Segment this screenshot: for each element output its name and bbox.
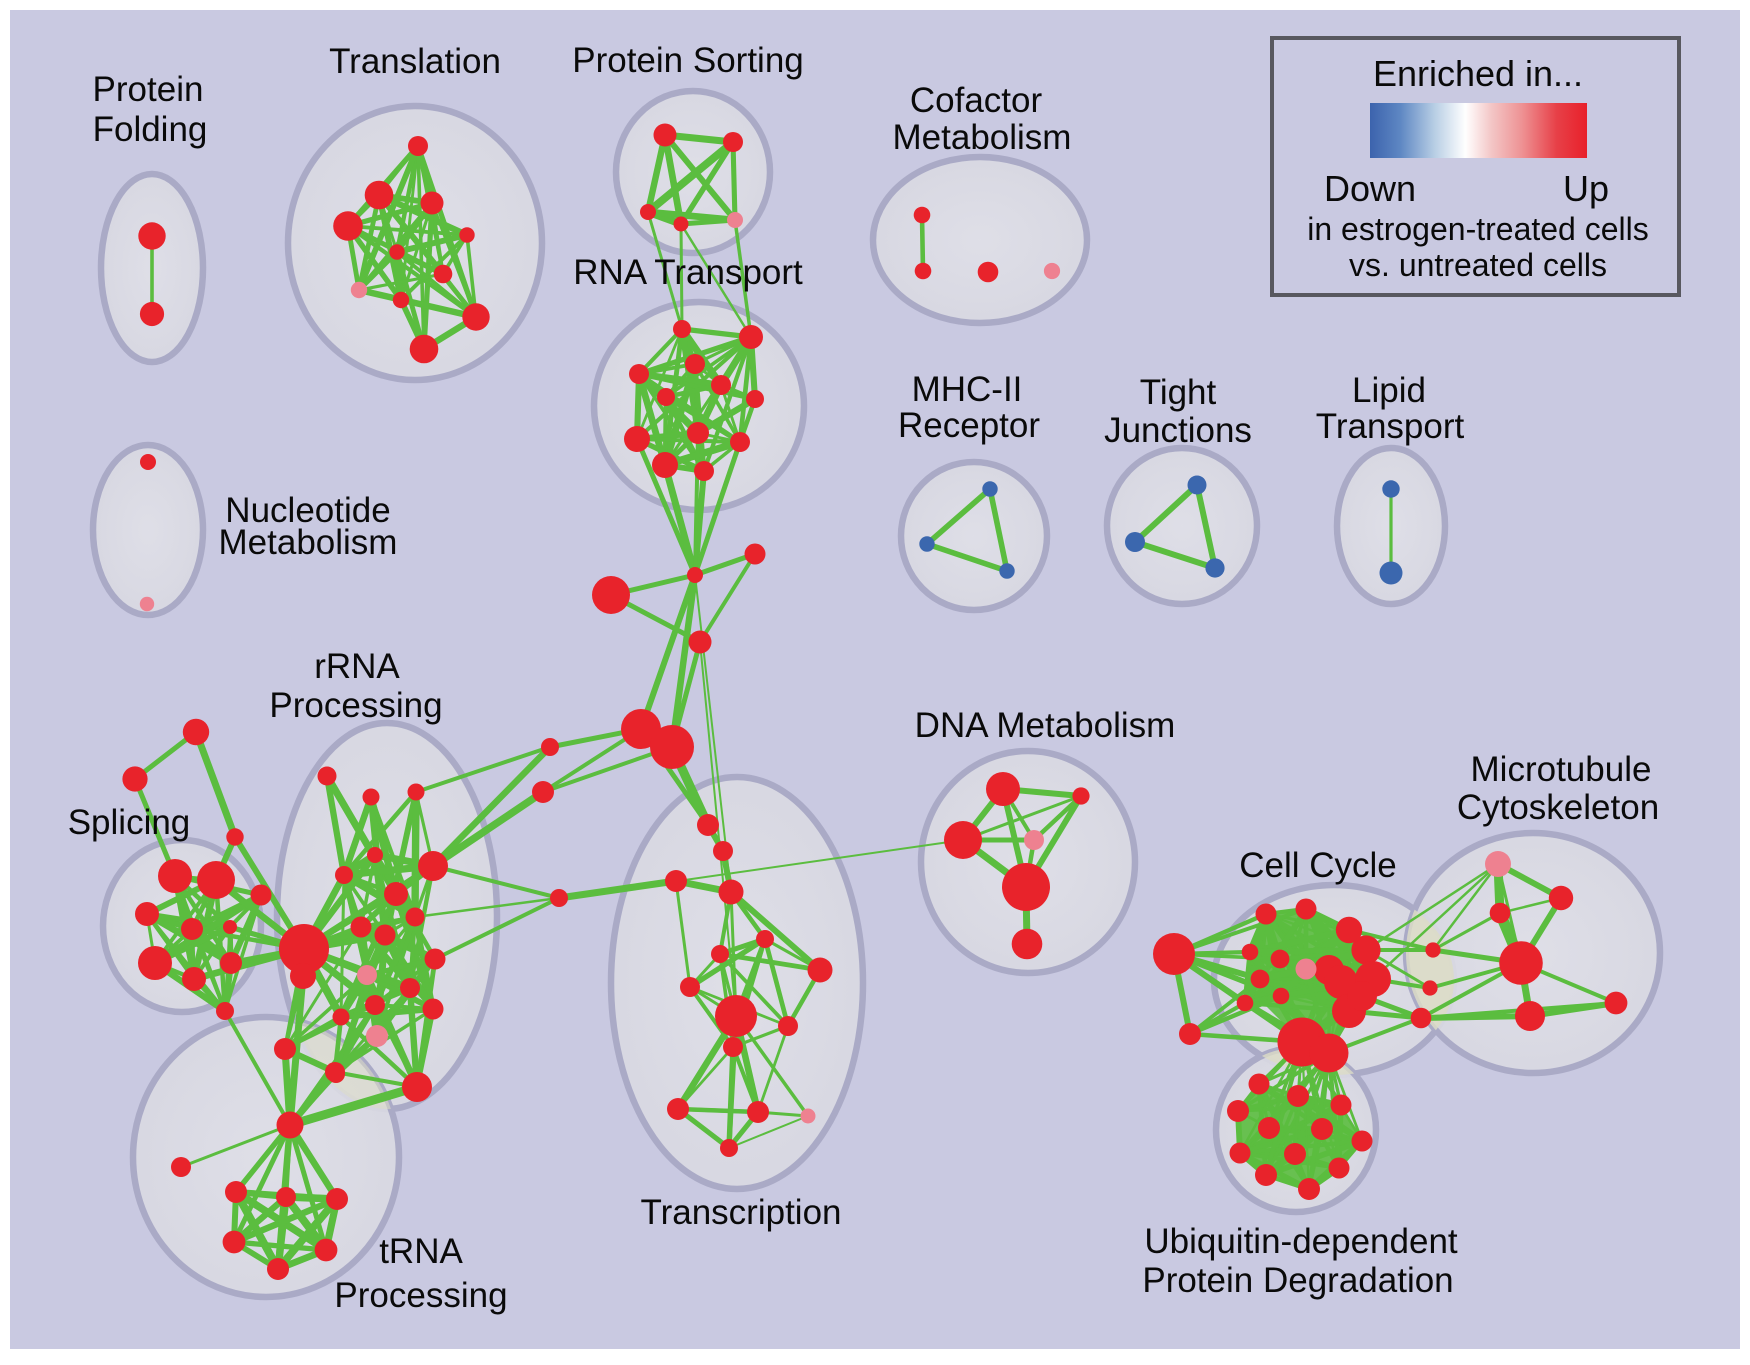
- svg-text:Folding: Folding: [93, 110, 208, 149]
- svg-text:Transcription: Transcription: [641, 1193, 842, 1232]
- svg-text:DNA Metabolism: DNA Metabolism: [915, 706, 1176, 745]
- svg-text:RNA Transport: RNA Transport: [573, 253, 803, 292]
- svg-text:Processing: Processing: [334, 1276, 507, 1315]
- svg-text:Cofactor: Cofactor: [910, 81, 1043, 120]
- svg-text:Metabolism: Metabolism: [219, 523, 398, 562]
- svg-text:rRNA: rRNA: [314, 647, 400, 686]
- svg-text:Up: Up: [1563, 168, 1609, 209]
- svg-text:Translation: Translation: [329, 42, 501, 81]
- svg-text:vs. untreated cells: vs. untreated cells: [1349, 247, 1607, 283]
- svg-text:Processing: Processing: [269, 686, 442, 725]
- svg-text:Lipid: Lipid: [1352, 371, 1426, 410]
- svg-text:Splicing: Splicing: [68, 803, 191, 842]
- svg-text:Protein Sorting: Protein Sorting: [572, 41, 804, 80]
- svg-text:Junctions: Junctions: [1104, 411, 1252, 450]
- svg-text:Protein: Protein: [93, 70, 204, 109]
- svg-text:in estrogen-treated cells: in estrogen-treated cells: [1307, 211, 1649, 247]
- svg-text:Cytoskeleton: Cytoskeleton: [1457, 788, 1659, 827]
- svg-text:Metabolism: Metabolism: [893, 118, 1072, 157]
- svg-text:Microtubule: Microtubule: [1471, 750, 1652, 789]
- svg-text:Tight: Tight: [1140, 373, 1217, 412]
- svg-text:Protein Degradation: Protein Degradation: [1142, 1261, 1453, 1300]
- svg-text:Nucleotide: Nucleotide: [225, 491, 390, 530]
- svg-text:tRNA: tRNA: [379, 1232, 463, 1271]
- svg-text:Enriched in...: Enriched in...: [1373, 53, 1583, 94]
- svg-text:Cell Cycle: Cell Cycle: [1239, 846, 1397, 885]
- svg-text:Ubiquitin-dependent: Ubiquitin-dependent: [1144, 1222, 1458, 1261]
- svg-text:Transport: Transport: [1316, 407, 1465, 446]
- svg-text:MHC-II: MHC-II: [912, 370, 1023, 409]
- svg-text:Down: Down: [1324, 168, 1416, 209]
- svg-text:Receptor: Receptor: [898, 406, 1040, 445]
